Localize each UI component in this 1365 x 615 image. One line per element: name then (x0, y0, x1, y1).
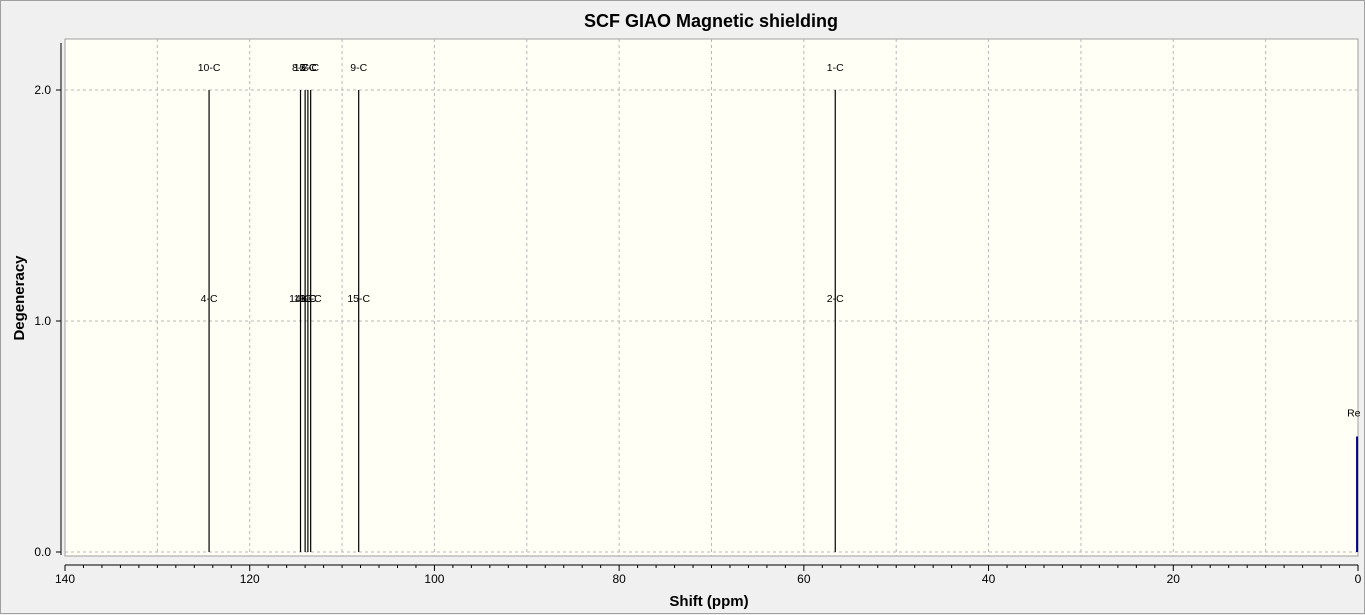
peak-label: 15-C (347, 293, 370, 305)
peak-label: 9-C (350, 62, 367, 74)
peak-label: 1-C (827, 62, 844, 74)
peak-label: 5-C (299, 62, 316, 74)
x-tick-label: 60 (797, 572, 811, 586)
x-tick-label: 0 (1355, 572, 1362, 586)
peak-label: 13-C (294, 293, 317, 305)
peak-label: 6-C (299, 293, 316, 305)
peak-label: 12-C (294, 62, 317, 74)
grid (65, 39, 1358, 556)
chart-title: SCF GIAO Magnetic shielding (584, 11, 838, 31)
peak-label: 11-C (300, 293, 322, 305)
y-tick-label: 0.0 (34, 545, 51, 559)
y-axis-title: Degeneracy (11, 255, 28, 341)
peak-label: 14-C (289, 293, 312, 305)
peak-label: 8-C (292, 62, 309, 74)
peak-labels: 10-C 4-C 8-C 14-C 12-C 13-C 5-C 6-C 7-C 11-C 9-C 15… (198, 62, 1361, 420)
peak-label: 2-C (827, 293, 844, 305)
reference-label: Re (1347, 408, 1361, 420)
x-tick-label: 140 (55, 572, 75, 586)
x-tick-label: 40 (982, 572, 996, 586)
y-tick-label: 2.0 (34, 83, 51, 97)
y-tick-label: 1.0 (34, 314, 51, 328)
peak-label: 10-C (198, 62, 221, 74)
peak-label: 7-C (302, 62, 319, 74)
x-tick-label: 120 (240, 572, 260, 586)
peaks (208, 90, 1359, 552)
x-tick-label: 80 (612, 572, 626, 586)
axes: 140 120 100 80 60 40 20 0 0.0 1.0 2.0 (34, 43, 1362, 586)
x-axis-title: Shift (ppm) (669, 593, 748, 610)
peak-label: 4-C (201, 293, 218, 305)
x-tick-label: 100 (424, 572, 444, 586)
x-tick-label: 20 (1167, 572, 1181, 586)
